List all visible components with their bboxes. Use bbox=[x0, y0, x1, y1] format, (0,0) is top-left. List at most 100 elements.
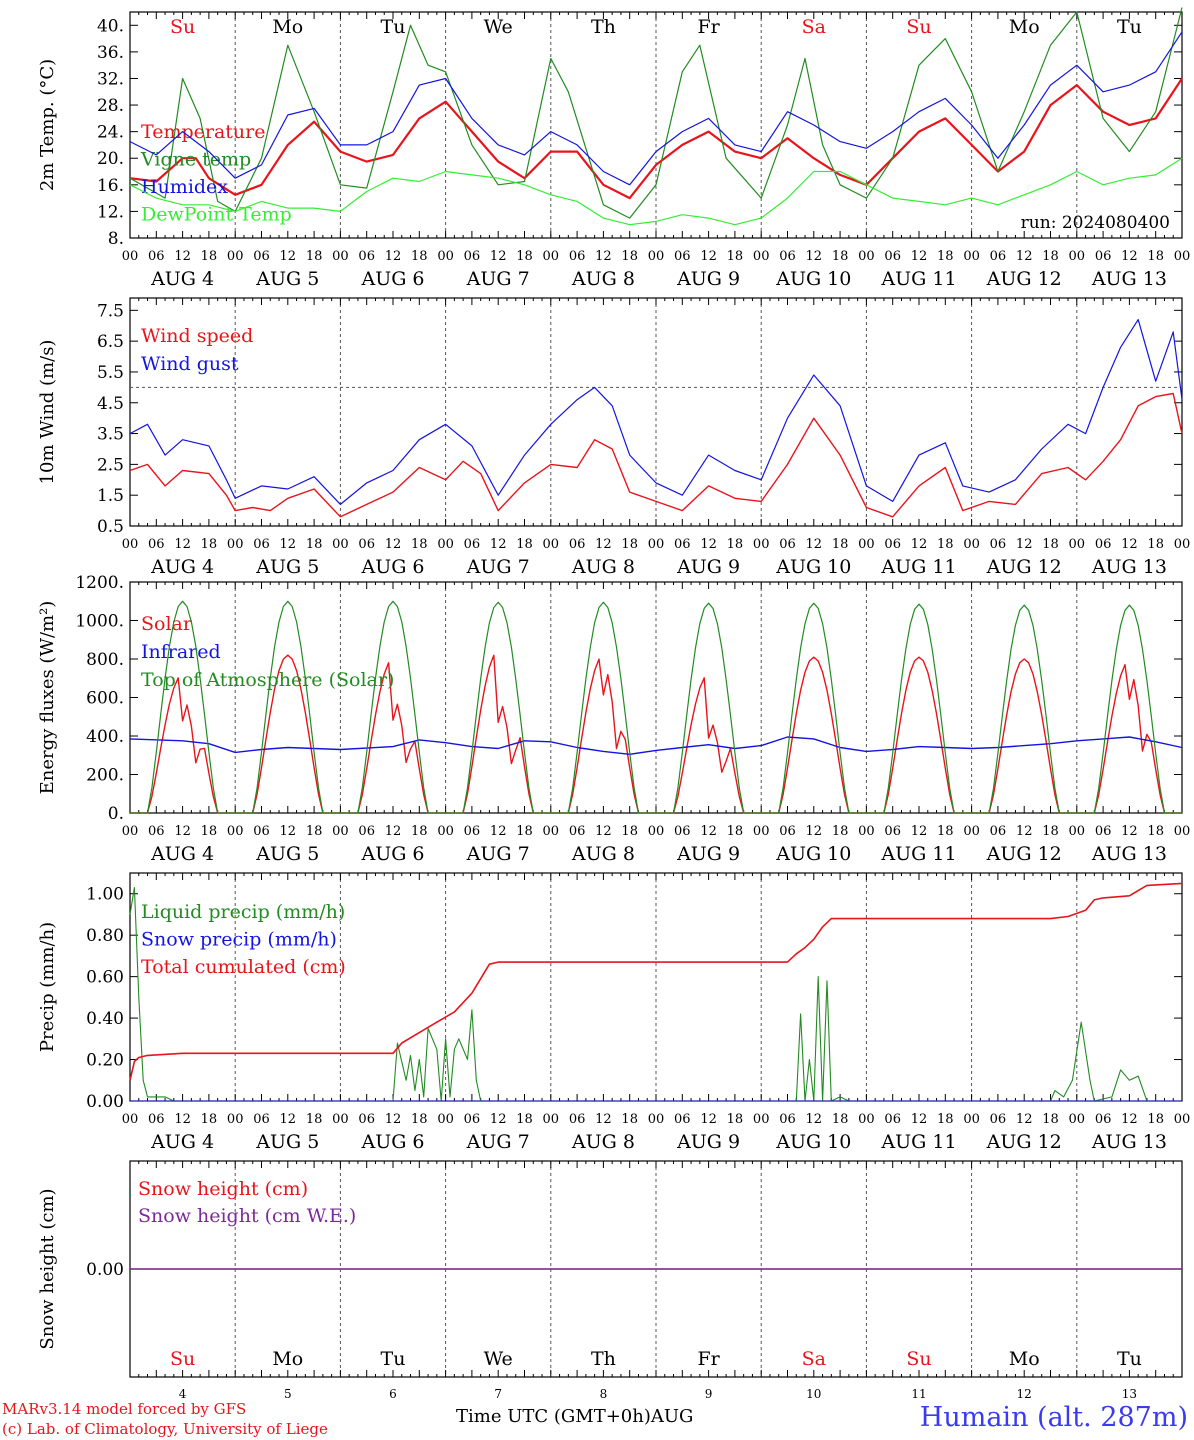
weekday-label: Su bbox=[170, 1348, 195, 1370]
hour-label: 18 bbox=[411, 1112, 428, 1127]
hour-label: 12 bbox=[911, 1112, 928, 1127]
hour-label: 00 bbox=[543, 249, 560, 264]
series-line bbox=[129, 77, 1183, 200]
hour-label: 12 bbox=[700, 249, 717, 264]
y-tick-label: 32. bbox=[97, 69, 124, 89]
series-line bbox=[129, 736, 1183, 755]
hour-label: 18 bbox=[937, 249, 954, 264]
weekday-label: Th bbox=[591, 16, 616, 38]
day-number: 6 bbox=[389, 1387, 397, 1400]
day-number: 4 bbox=[179, 1387, 187, 1400]
y-tick-label: 5.5 bbox=[97, 363, 124, 383]
hour-label: 12 bbox=[700, 1112, 717, 1127]
series-line bbox=[129, 882, 1183, 1081]
hour-label: 18 bbox=[1147, 537, 1164, 552]
hour-label: 06 bbox=[358, 824, 375, 839]
hour-label: 00 bbox=[543, 1112, 560, 1127]
hour-label: 18 bbox=[201, 1112, 218, 1127]
hour-label: 00 bbox=[227, 1112, 244, 1127]
day-label: AUG 9 bbox=[676, 843, 740, 865]
day-number: 10 bbox=[806, 1387, 821, 1400]
hour-label: 18 bbox=[201, 824, 218, 839]
hour-label: 18 bbox=[1042, 537, 1059, 552]
hour-label: 00 bbox=[963, 249, 980, 264]
weekday-label: Fr bbox=[697, 16, 720, 38]
hour-label: 00 bbox=[858, 1112, 875, 1127]
hour-label: 12 bbox=[174, 824, 191, 839]
hour-label: 12 bbox=[1121, 249, 1138, 264]
hour-label: 06 bbox=[569, 537, 586, 552]
hour-label: 12 bbox=[595, 537, 612, 552]
hour-label: 00 bbox=[963, 537, 980, 552]
weekday-label: Tu bbox=[381, 1348, 406, 1370]
day-label: AUG 11 bbox=[880, 556, 956, 578]
hour-label: 06 bbox=[148, 1112, 165, 1127]
day-label: AUG 5 bbox=[255, 843, 319, 865]
hour-label: 12 bbox=[595, 1112, 612, 1127]
hour-label: 12 bbox=[806, 249, 823, 264]
y-tick-label: 8. bbox=[108, 229, 124, 249]
day-label: AUG 11 bbox=[880, 843, 956, 865]
hour-label: 06 bbox=[779, 537, 796, 552]
lab-credit: (c) Lab. of Climatology, University of L… bbox=[2, 1420, 328, 1438]
hour-label: 18 bbox=[727, 537, 744, 552]
hour-label: 06 bbox=[253, 1112, 270, 1127]
day-label: AUG 11 bbox=[880, 1131, 956, 1153]
hour-label: 12 bbox=[1121, 1112, 1138, 1127]
hour-label: 18 bbox=[937, 537, 954, 552]
weekday-label: We bbox=[484, 1348, 513, 1370]
day-number: 5 bbox=[284, 1387, 292, 1400]
hour-label: 12 bbox=[1016, 537, 1033, 552]
hour-label: 06 bbox=[990, 249, 1007, 264]
hour-label: 00 bbox=[648, 824, 665, 839]
legend-entry: Snow height (cm W.E.) bbox=[138, 1205, 356, 1227]
hour-label: 06 bbox=[464, 537, 481, 552]
y-tick-label: 0.00 bbox=[86, 1092, 124, 1112]
hour-label: 06 bbox=[990, 537, 1007, 552]
hour-label: 18 bbox=[621, 537, 638, 552]
hour-label: 12 bbox=[385, 537, 402, 552]
day-number: 12 bbox=[1017, 1387, 1032, 1400]
hour-label: 12 bbox=[490, 249, 507, 264]
y-tick-label: 7.5 bbox=[97, 301, 124, 321]
y-tick-label: 600. bbox=[86, 689, 124, 709]
hour-label: 18 bbox=[727, 249, 744, 264]
legend-entry: Snow height (cm) bbox=[138, 1178, 308, 1200]
hour-label: 06 bbox=[779, 824, 796, 839]
y-axis-label: Precip (mm/h) bbox=[37, 922, 58, 1052]
hour-label: 18 bbox=[1042, 249, 1059, 264]
hour-label: 00 bbox=[753, 1112, 770, 1127]
hour-label: 18 bbox=[1147, 1112, 1164, 1127]
hour-label: 18 bbox=[306, 249, 323, 264]
hour-label: 00 bbox=[437, 249, 454, 264]
series-line bbox=[129, 392, 1183, 518]
day-label: AUG 8 bbox=[571, 556, 635, 578]
hour-label: 18 bbox=[727, 1112, 744, 1127]
y-tick-label: 12. bbox=[97, 202, 124, 222]
hour-label: 06 bbox=[464, 824, 481, 839]
hour-label: 06 bbox=[358, 1112, 375, 1127]
day-label: AUG 6 bbox=[360, 1131, 424, 1153]
hour-label: 00 bbox=[437, 537, 454, 552]
day-number: 8 bbox=[600, 1387, 608, 1400]
y-tick-label: 0.60 bbox=[86, 968, 124, 988]
hour-label: 00 bbox=[227, 537, 244, 552]
weekday-label: Tu bbox=[381, 16, 406, 38]
series-line bbox=[129, 319, 1183, 505]
y-tick-label: 800. bbox=[86, 650, 124, 670]
hour-label: 00 bbox=[122, 537, 139, 552]
hour-label: 12 bbox=[490, 537, 507, 552]
legend-entry: Total cumulated (cm) bbox=[141, 956, 346, 978]
hour-label: 06 bbox=[674, 824, 691, 839]
hour-label: 06 bbox=[779, 1112, 796, 1127]
weekday-label: Mo bbox=[1009, 16, 1040, 38]
series-line bbox=[129, 7, 1183, 219]
series-line bbox=[129, 31, 1183, 186]
hour-label: 18 bbox=[411, 824, 428, 839]
hour-label: 06 bbox=[884, 824, 901, 839]
hour-label: 00 bbox=[122, 1112, 139, 1127]
hour-label: 18 bbox=[832, 1112, 849, 1127]
weekday-label: Mo bbox=[1009, 1348, 1040, 1370]
hour-label: 12 bbox=[911, 537, 928, 552]
legend-entry: DewPoint Temp bbox=[141, 204, 292, 226]
